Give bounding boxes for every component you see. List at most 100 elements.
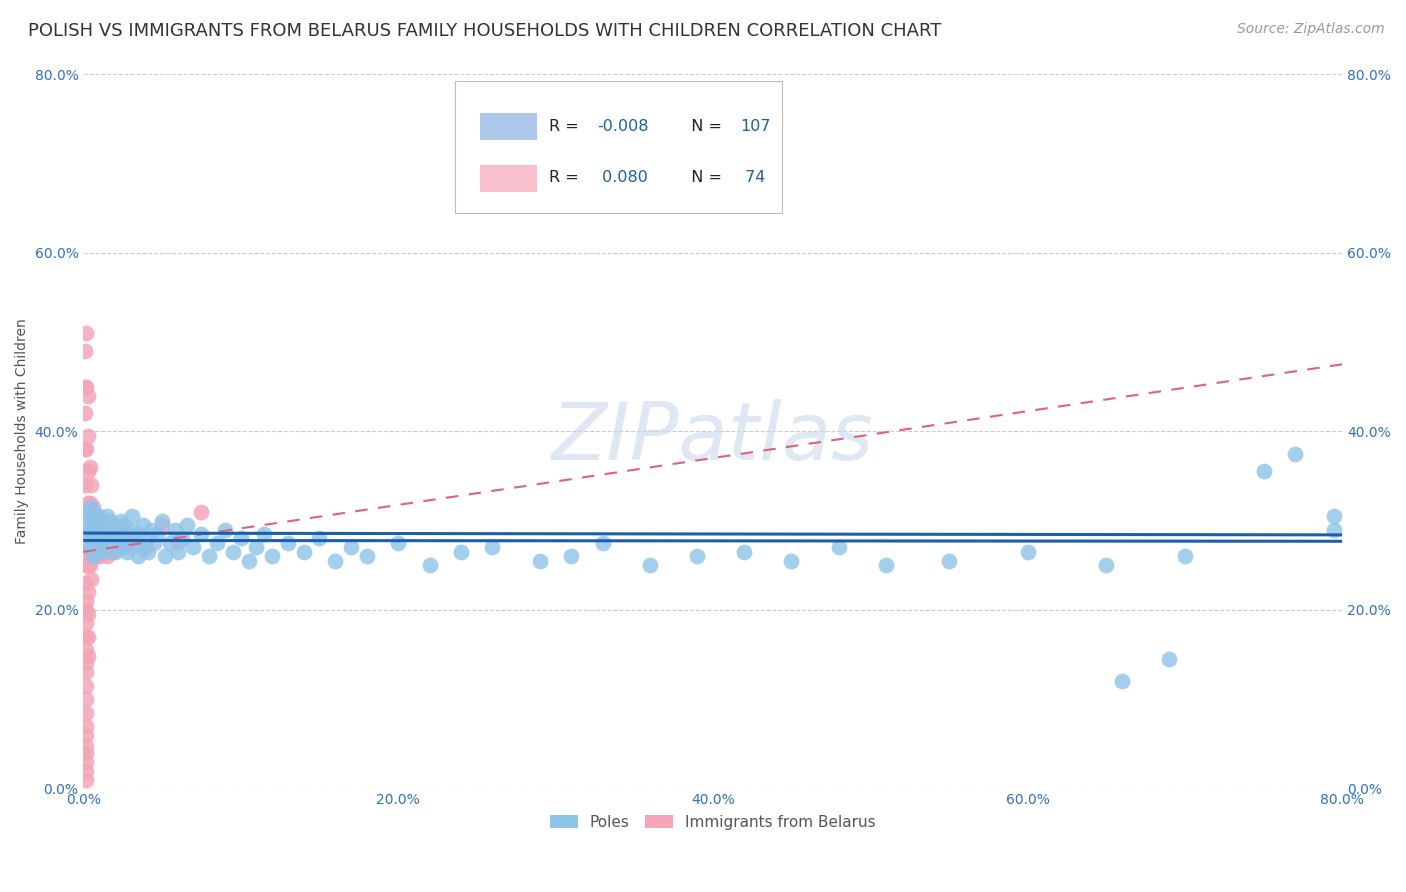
Point	[93, 532, 115, 546]
Point	[90, 514, 112, 528]
Point	[79, 541, 101, 555]
Point	[97, 527, 120, 541]
Point	[75, 772, 97, 787]
Point	[75, 739, 97, 753]
Point	[117, 545, 139, 559]
Point	[1017, 545, 1039, 559]
Point	[292, 545, 315, 559]
Point	[73, 442, 96, 457]
Point	[79, 496, 101, 510]
Point	[73, 478, 96, 492]
Point	[79, 532, 101, 546]
Point	[100, 545, 122, 559]
Point	[83, 541, 105, 555]
Point	[75, 326, 97, 340]
Point	[1095, 558, 1118, 573]
Point	[91, 541, 114, 555]
Text: 74: 74	[741, 170, 766, 186]
Point	[214, 523, 236, 537]
Point	[1284, 447, 1306, 461]
Point	[120, 523, 142, 537]
Point	[104, 532, 127, 546]
Point	[110, 514, 132, 528]
Point	[73, 576, 96, 591]
Point	[75, 616, 97, 631]
Point	[73, 406, 96, 420]
Point	[229, 532, 252, 546]
Point	[150, 518, 173, 533]
Point	[1111, 674, 1133, 689]
Point	[87, 536, 110, 550]
Point	[94, 536, 117, 550]
Point	[75, 379, 97, 393]
Point	[1323, 509, 1346, 524]
Point	[77, 428, 100, 442]
Point	[90, 536, 112, 550]
Point	[190, 527, 212, 541]
Point	[77, 496, 100, 510]
Point	[100, 541, 122, 555]
Point	[75, 643, 97, 657]
Point	[450, 545, 472, 559]
Point	[686, 549, 709, 564]
Point	[780, 554, 803, 568]
Point	[198, 549, 221, 564]
Point	[75, 755, 97, 769]
Point	[98, 514, 121, 528]
Point	[77, 630, 100, 644]
Point	[166, 545, 188, 559]
Point	[139, 523, 162, 537]
Text: Source: ZipAtlas.com: Source: ZipAtlas.com	[1237, 22, 1385, 37]
Point	[77, 607, 100, 622]
Point	[77, 465, 100, 479]
Point	[96, 549, 118, 564]
Point	[638, 558, 661, 573]
Point	[75, 630, 97, 644]
Point	[73, 343, 96, 358]
Point	[135, 532, 157, 546]
Point	[75, 706, 97, 720]
Point	[75, 692, 97, 706]
Point	[84, 518, 107, 533]
Point	[87, 549, 110, 564]
Point	[82, 532, 104, 546]
Point	[163, 523, 186, 537]
Point	[253, 527, 276, 541]
Point	[77, 388, 100, 402]
Point	[86, 532, 108, 546]
Point	[238, 554, 260, 568]
Point	[111, 518, 134, 533]
Point	[75, 728, 97, 742]
Point	[80, 545, 103, 559]
Point	[77, 505, 100, 519]
Text: 0.080: 0.080	[598, 170, 648, 186]
Text: ZIPatlas: ZIPatlas	[551, 400, 875, 477]
Point	[84, 549, 107, 564]
Point	[1174, 549, 1197, 564]
Point	[77, 518, 100, 533]
Point	[136, 545, 159, 559]
Text: POLISH VS IMMIGRANTS FROM BELARUS FAMILY HOUSEHOLDS WITH CHILDREN CORRELATION CH: POLISH VS IMMIGRANTS FROM BELARUS FAMILY…	[28, 22, 942, 40]
Point	[84, 518, 107, 533]
Point	[308, 532, 330, 546]
Point	[80, 523, 103, 537]
Point	[159, 536, 181, 550]
Point	[127, 549, 149, 564]
Point	[875, 558, 897, 573]
Point	[75, 719, 97, 733]
Point	[107, 532, 129, 546]
Point	[98, 527, 121, 541]
Point	[75, 594, 97, 608]
Point	[84, 509, 107, 524]
Point	[1323, 523, 1346, 537]
Point	[80, 536, 103, 550]
Point	[75, 657, 97, 671]
Point	[96, 509, 118, 524]
Point	[1253, 465, 1275, 479]
Point	[77, 649, 100, 664]
Point	[75, 764, 97, 778]
Point	[592, 536, 614, 550]
Point	[75, 442, 97, 457]
Point	[112, 518, 135, 533]
Point	[91, 527, 114, 541]
